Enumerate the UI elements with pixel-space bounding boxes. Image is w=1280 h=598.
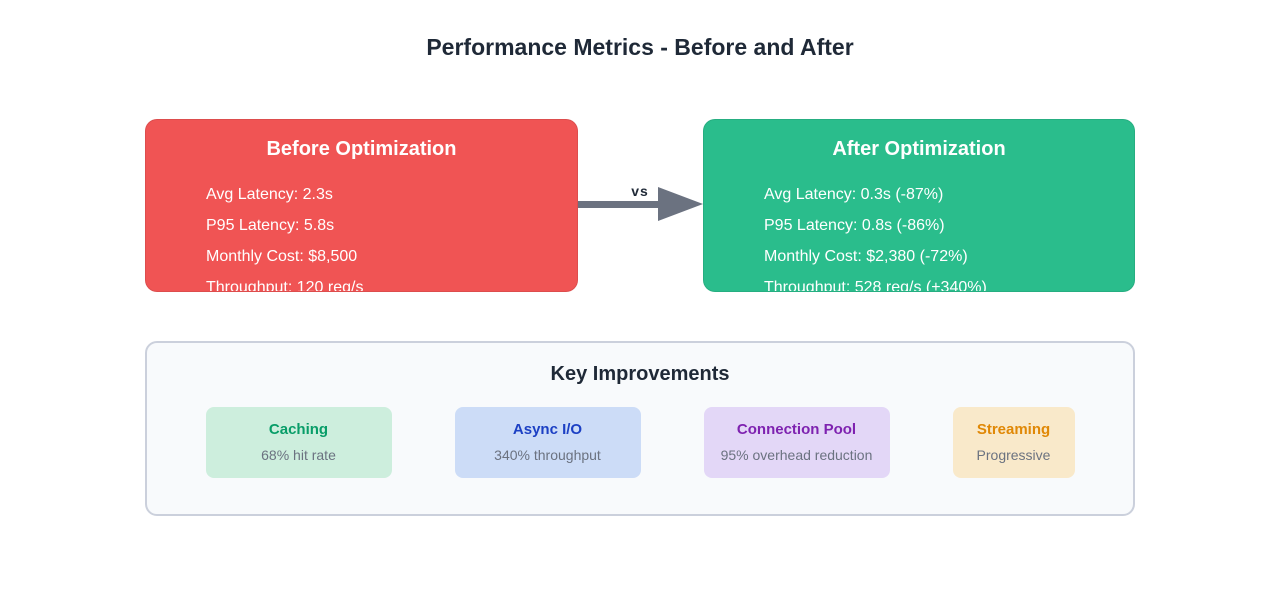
before-metric-p95-latency: P95 Latency: 5.8s bbox=[206, 217, 335, 234]
before-metric-monthly-cost: Monthly Cost: $8,500 bbox=[206, 248, 358, 265]
after-metric-monthly-cost: Monthly Cost: $2,380 (-72%) bbox=[764, 248, 968, 265]
after-metric-p95-latency: P95 Latency: 0.8s (-86%) bbox=[764, 217, 945, 234]
key-improvements-title: Key Improvements bbox=[550, 363, 730, 385]
after-metric-avg-latency: Avg Latency: 0.3s (-87%) bbox=[764, 186, 944, 203]
after-node-metrics: Avg Latency: 0.3s (-87%) P95 Latency: 0.… bbox=[704, 179, 1134, 292]
before-optimization-node: Before Optimization Avg Latency: 2.3s P9… bbox=[145, 119, 578, 292]
improvement-cards-row: Caching 68% hit rate Async I/O 340% thro… bbox=[147, 407, 1133, 478]
arrow-head-icon bbox=[658, 187, 703, 221]
after-node-title: After Optimization bbox=[832, 138, 1006, 160]
improvement-card-async-io: Async I/O 340% throughput bbox=[454, 407, 641, 478]
before-node-metrics: Avg Latency: 2.3s P95 Latency: 5.8s Mont… bbox=[146, 179, 577, 292]
caching-card-detail: 68% hit rate bbox=[261, 447, 336, 463]
caching-card-title: Caching bbox=[268, 421, 329, 438]
async-io-card-title: Async I/O bbox=[512, 421, 583, 438]
arrow-edge-label: vs bbox=[631, 183, 649, 199]
streaming-card-title: Streaming bbox=[976, 421, 1051, 438]
key-improvements-panel: Key Improvements Caching 68% hit rate As… bbox=[145, 341, 1135, 516]
page-title: Performance Metrics - Before and After bbox=[426, 34, 854, 60]
improvement-card-connection-pool: Connection Pool 95% overhead reduction bbox=[703, 407, 890, 478]
before-node-title: Before Optimization bbox=[266, 138, 457, 160]
after-optimization-node: After Optimization Avg Latency: 0.3s (-8… bbox=[703, 119, 1135, 292]
before-metric-avg-latency: Avg Latency: 2.3s bbox=[206, 186, 333, 203]
connection-pool-card-title: Connection Pool bbox=[736, 421, 857, 438]
async-io-card-detail: 340% throughput bbox=[494, 447, 601, 463]
connection-pool-card-detail: 95% overhead reduction bbox=[720, 447, 873, 463]
arrow-shaft bbox=[578, 201, 663, 208]
after-metric-throughput: Throughput: 528 req/s (+340%) bbox=[764, 279, 987, 292]
streaming-card-detail: Progressive bbox=[976, 447, 1051, 463]
before-metric-throughput: Throughput: 120 req/s bbox=[206, 279, 364, 292]
improvement-card-streaming: Streaming Progressive bbox=[952, 407, 1075, 478]
improvement-card-caching: Caching 68% hit rate bbox=[205, 407, 392, 478]
